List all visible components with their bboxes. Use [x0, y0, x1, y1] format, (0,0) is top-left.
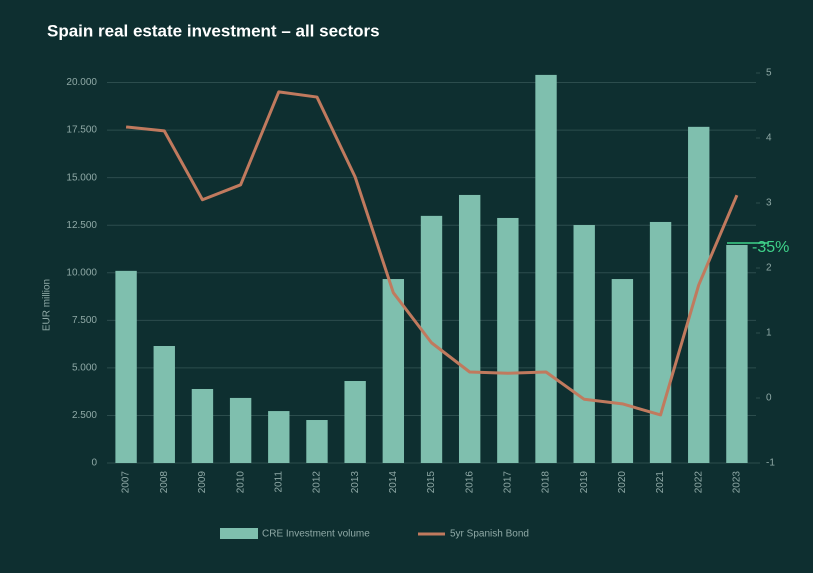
y2-tick-label: 0 [766, 393, 772, 404]
y-tick-label: 7.500 [72, 315, 97, 326]
x-tick-label: 2021 [655, 471, 666, 494]
bar [153, 346, 175, 463]
chart-title: Spain real estate investment – all secto… [47, 21, 380, 40]
y2-tick-label: -1 [766, 458, 775, 469]
bar [229, 397, 252, 463]
x-tick-label: 2016 [464, 471, 475, 494]
bar [458, 194, 481, 463]
x-tick-label: 2017 [502, 471, 513, 494]
y-axis-label: EUR million [42, 279, 53, 331]
line [125, 90, 739, 417]
x-tick-label: 2013 [350, 471, 361, 494]
bar [497, 217, 519, 463]
bar [649, 221, 672, 463]
y2-tick-label: 2 [766, 263, 772, 274]
bar [688, 126, 710, 464]
x-tick-label: 2007 [121, 471, 132, 494]
bar [268, 411, 290, 463]
y-tick-label: 15.000 [66, 172, 97, 183]
bar [115, 270, 137, 463]
x-tick-label: 2019 [579, 471, 590, 494]
y-tick-label: 5.000 [72, 363, 97, 374]
x-tick-label: 2022 [693, 471, 704, 494]
y-tick-label: 12.500 [66, 220, 97, 231]
bar [306, 420, 328, 463]
y-tick-label: 10.000 [66, 267, 97, 278]
x-tick-label: 2011 [273, 471, 284, 493]
y-tick-label: 2.500 [72, 410, 97, 421]
x-tick-label: 2008 [159, 471, 170, 494]
legend-label: 5yr Spanish Bond [450, 529, 529, 540]
legend-label: CRE Investment volume [262, 529, 370, 540]
bar [726, 244, 748, 463]
y2-tick-label: 3 [766, 198, 772, 209]
legend-swatch [220, 528, 258, 539]
y-tick-label: 20.000 [66, 77, 97, 88]
x-tick-label: 2012 [312, 471, 323, 494]
bar [382, 279, 405, 463]
y2-tick-label: 5 [766, 68, 772, 79]
y-tick-label: 17.500 [66, 125, 97, 136]
bar [535, 74, 557, 463]
bar [573, 225, 595, 463]
annotation: -35% [752, 239, 789, 256]
x-tick-label: 2015 [426, 471, 437, 494]
x-tick-label: 2020 [617, 471, 628, 494]
bar [191, 388, 214, 463]
bar [420, 215, 443, 463]
x-tick-label: 2018 [541, 471, 552, 494]
y2-tick-label: 1 [766, 328, 772, 339]
x-tick-label: 2023 [732, 471, 743, 494]
x-tick-label: 2014 [388, 471, 399, 494]
y-tick-label: 0 [91, 458, 97, 469]
x-tick-label: 2009 [197, 471, 208, 494]
bar [611, 279, 634, 463]
y2-tick-label: 4 [766, 133, 772, 144]
x-tick-label: 2010 [235, 471, 246, 494]
bar [344, 381, 366, 463]
